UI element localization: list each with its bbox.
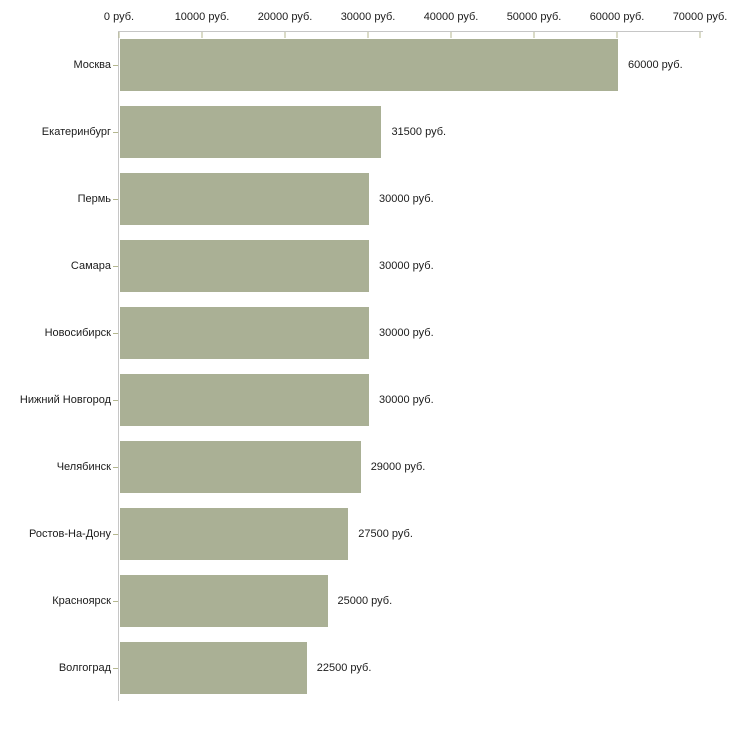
bar-row: Екатеринбург 31500 руб. — [42, 99, 703, 166]
value-label: 29000 руб. — [370, 461, 426, 473]
x-axis-tick-label: 70000 руб. — [672, 11, 728, 23]
bar-row: Красноярск 25000 руб. — [52, 568, 703, 635]
y-axis-tick — [113, 199, 118, 200]
category-label: Пермь — [77, 193, 111, 205]
category-label: Новосибирск — [44, 327, 111, 339]
x-axis-tick — [118, 32, 120, 38]
category-label: Екатеринбург — [41, 126, 111, 138]
x-axis-tick — [533, 32, 535, 38]
bar-row: Нижний Новгород 30000 руб. — [20, 367, 703, 434]
x-axis-tick — [201, 32, 203, 38]
y-axis-tick — [113, 132, 118, 133]
bar — [120, 374, 369, 426]
x-axis-tick — [699, 32, 701, 38]
bar — [120, 39, 618, 91]
value-label: 30000 руб. — [379, 394, 434, 406]
category-label: Самара — [70, 260, 111, 272]
y-axis-tick — [113, 467, 118, 468]
value-label: 25000 руб. — [337, 595, 393, 607]
category-label: Ростов-На-Дону — [28, 528, 111, 540]
category-label: Челябинск — [56, 461, 111, 473]
bar-row: Самара 30000 руб. — [71, 233, 703, 300]
bar-row: Челябинск 29000 руб. — [57, 434, 703, 501]
bar — [120, 173, 369, 225]
bar-row: Волгоград 22500 руб. — [59, 635, 703, 702]
value-label: 30000 руб. — [379, 193, 434, 205]
value-label: 22500 руб. — [316, 662, 372, 674]
bar-row: Новосибирск 30000 руб. — [45, 300, 703, 367]
y-axis-tick — [113, 668, 118, 669]
value-label: 60000 руб. — [628, 59, 683, 71]
category-label: Красноярск — [52, 595, 111, 607]
bar — [120, 508, 349, 560]
bar-row: Ростов-На-Дону 27500 руб. — [29, 501, 703, 568]
y-axis-tick — [113, 333, 118, 334]
y-axis-tick — [113, 534, 118, 535]
x-axis-tick-label: 60000 руб. — [589, 11, 645, 23]
category-label: Волгоград — [58, 662, 111, 674]
bar-row: Москва 60000 руб. — [73, 32, 703, 99]
bar — [120, 106, 382, 158]
x-axis-tick-label: 40000 руб. — [423, 11, 479, 23]
x-axis-tick — [616, 32, 618, 38]
y-axis-tick — [113, 65, 118, 66]
x-axis-tick-label: 10000 руб. — [174, 11, 230, 23]
x-axis-tick-label: 50000 руб. — [506, 11, 562, 23]
bar — [120, 575, 328, 627]
value-label: 27500 руб. — [358, 528, 413, 540]
x-axis-tick — [367, 32, 369, 38]
bar — [120, 307, 369, 359]
bar — [120, 441, 361, 493]
x-axis-tick — [284, 32, 286, 38]
x-axis-tick — [450, 32, 452, 38]
bar — [120, 642, 307, 694]
y-axis-tick — [113, 601, 118, 602]
y-axis-tick — [113, 266, 118, 267]
value-label: 30000 руб. — [379, 260, 434, 272]
category-label: Москва — [73, 59, 111, 71]
bar-row: Пермь 30000 руб. — [78, 166, 703, 233]
x-axis-tick-label: 30000 руб. — [340, 11, 396, 23]
bar — [120, 240, 369, 292]
plot-area: 0 руб. 10000 руб. 20000 руб. 30000 руб. 4000… — [20, 11, 727, 702]
value-label: 31500 руб. — [391, 126, 447, 138]
y-axis-tick — [113, 400, 118, 401]
value-label: 30000 руб. — [379, 327, 434, 339]
x-axis-tick-label: 20000 руб. — [257, 11, 313, 23]
category-label: Нижний Новгород — [19, 394, 111, 406]
x-axis-tick-label: 0 руб. — [103, 11, 135, 23]
